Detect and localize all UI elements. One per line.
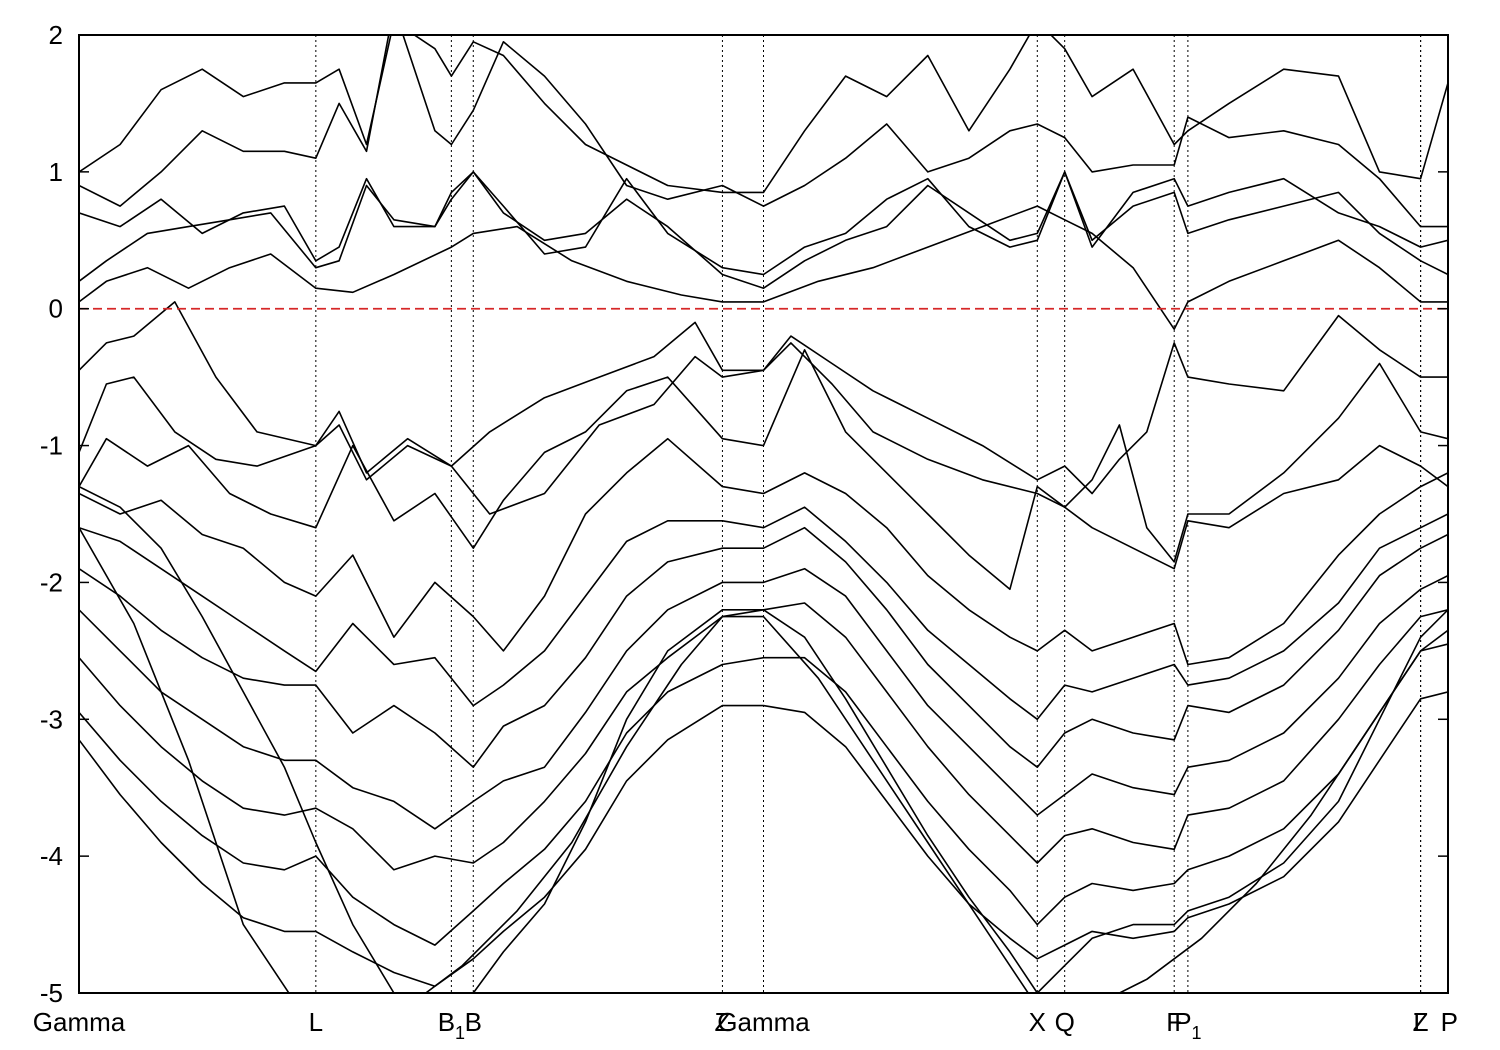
band-line-2 <box>79 171 1448 290</box>
y-tick-label: -2 <box>40 567 63 597</box>
y-tick-label: -4 <box>40 841 63 871</box>
kpoint-label-1: L <box>309 1007 323 1037</box>
y-tick-label: -5 <box>40 978 63 1008</box>
y-tick-label: 0 <box>49 294 63 324</box>
band-line-5 <box>79 35 1448 194</box>
kpoint-label-10: Z <box>1413 1007 1429 1037</box>
kpoint-label-8: F <box>1166 1007 1182 1037</box>
kpoint-separators <box>315 35 1422 993</box>
band-lines <box>79 35 1448 993</box>
band-line-9 <box>79 437 1448 666</box>
kpoint-label-7: Q <box>1055 1007 1075 1037</box>
kpoint-label-9: P1 <box>1174 1007 1201 1043</box>
band-line-7 <box>79 342 1448 563</box>
kpoint-label-0: Gamma <box>33 1007 126 1037</box>
kpoint-label-3: B <box>465 1007 482 1037</box>
band-line-12 <box>79 567 1448 830</box>
kpoint-label-5: Gamma <box>717 1007 810 1037</box>
band-line-10 <box>79 506 1448 721</box>
band-line-13 <box>79 602 1448 871</box>
band-line-11 <box>79 526 1448 769</box>
band-line-14 <box>79 643 1448 946</box>
band-line-8 <box>79 348 1448 591</box>
band-line-3 <box>79 171 1448 276</box>
y-tick-label: 1 <box>49 157 63 187</box>
y-tick-label: 2 <box>49 20 63 50</box>
kpoint-label-4: Z <box>714 1007 730 1037</box>
band-line-15 <box>79 691 1448 988</box>
band-line-6 <box>79 301 1448 495</box>
band-line-4 <box>79 35 1448 228</box>
band-line-1 <box>79 205 1448 331</box>
kpoint-label-6: X <box>1029 1007 1046 1037</box>
kpoint-label-11: L <box>1413 1007 1427 1037</box>
plot-frame <box>78 34 1449 994</box>
y-axis: 2 1 0 -1 -2 -3 -4 -5 <box>40 20 1448 1008</box>
kpoint-label-12: P <box>1441 1007 1458 1037</box>
y-tick-label: -1 <box>40 431 63 461</box>
band-line-17 <box>79 527 1448 993</box>
y-tick-label: -3 <box>40 704 63 734</box>
kpoint-label-2: B1 <box>438 1007 465 1043</box>
band-line-16 <box>79 485 1448 993</box>
